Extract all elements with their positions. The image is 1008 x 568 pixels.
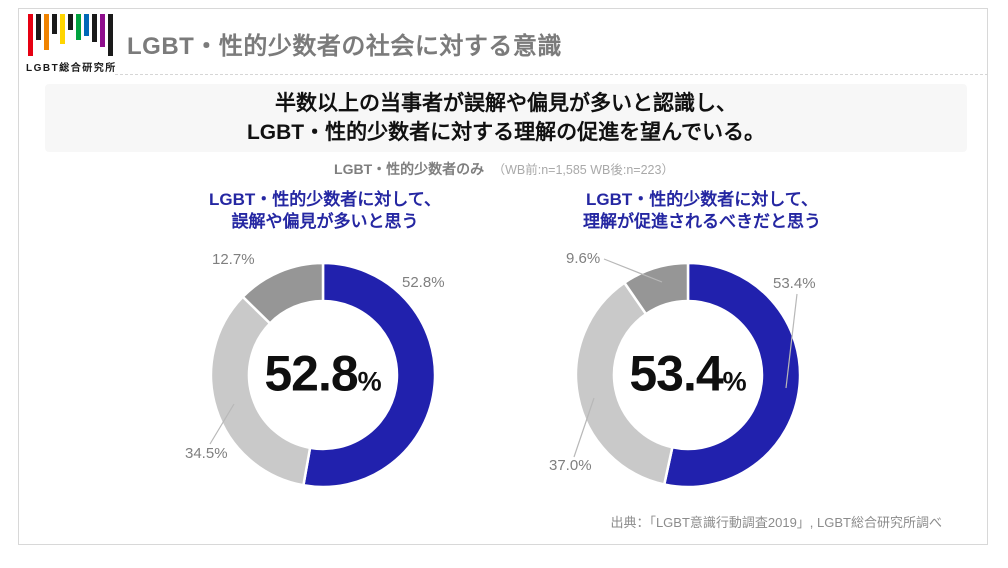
donut-slice — [663, 261, 802, 489]
slice-label: 34.5% — [185, 445, 228, 462]
header-divider — [115, 74, 988, 75]
headline-line1: 半数以上の当事者が誤解や偏見が多いと認識し、 — [275, 92, 737, 115]
sample-subtitle: LGBT・性的少数者のみ （WB前:n=1,585 WB後:n=223） — [0, 159, 1008, 179]
headline-box: 半数以上の当事者が誤解や偏見が多いと認識し、 LGBT・性的少数者に対する理解の… — [45, 84, 967, 152]
logo-bar — [108, 14, 113, 56]
donut-slice — [302, 261, 437, 489]
chart-title-left: LGBT・性的少数者に対して、 誤解や偏見が多いと思う — [155, 189, 495, 233]
slice-label: 53.4% — [773, 275, 816, 292]
donut-ring-left — [209, 261, 437, 489]
slice-label: 9.6% — [566, 250, 601, 267]
donut-slice — [209, 295, 312, 487]
logo-bar — [52, 14, 57, 34]
center-unit: % — [722, 366, 747, 397]
chart-title-right-line2: 理解が促進されるべきだと思う — [583, 212, 821, 231]
slice-label: 52.8% — [402, 274, 445, 291]
donut-center-value-left: 52.8% — [203, 344, 443, 402]
chart-title-left-line1: LGBT・性的少数者に対して、 — [209, 190, 441, 209]
logo-bar — [100, 14, 105, 47]
logo-bar — [68, 14, 73, 30]
logo-bar — [84, 14, 89, 36]
donut-center-value-right: 53.4% — [568, 344, 808, 402]
logo-bar — [92, 14, 97, 42]
donut-chart-right: 53.4% — [568, 255, 808, 495]
logo-bar — [76, 14, 81, 40]
logo-bar — [28, 14, 33, 56]
page-title: LGBT・性的少数者の社会に対する意識 — [127, 33, 562, 60]
donut-slice — [241, 261, 325, 325]
donut-chart-left: 52.8% — [203, 255, 443, 495]
chart-title-left-line2: 誤解や偏見が多いと思う — [231, 212, 419, 231]
donut-ring-right — [574, 261, 802, 489]
donut-slice — [574, 281, 674, 486]
subtitle-sample-note: （WB前:n=1,585 WB後:n=223） — [492, 163, 674, 177]
logo-bar — [36, 14, 41, 40]
logo-bar — [60, 14, 65, 44]
center-unit: % — [357, 366, 382, 397]
lgbt-research-logo — [28, 14, 113, 56]
chart-title-right-line1: LGBT・性的少数者に対して、 — [586, 190, 818, 209]
logo-bar — [44, 14, 49, 50]
logo-text: LGBT総合研究所 — [26, 63, 117, 74]
chart-title-right: LGBT・性的少数者に対して、 理解が促進されるべきだと思う — [532, 189, 872, 233]
subtitle-group: LGBT・性的少数者のみ — [334, 161, 485, 177]
slice-label: 12.7% — [212, 251, 255, 268]
source-note: 出典：「LGBT意識行動調査2019」, LGBT総合研究所調べ — [610, 515, 942, 530]
center-number: 52.8 — [264, 345, 358, 402]
slice-label: 37.0% — [549, 457, 592, 474]
headline-line2: LGBT・性的少数者に対する理解の促進を望んでいる。 — [246, 121, 766, 144]
center-number: 53.4 — [629, 345, 723, 402]
